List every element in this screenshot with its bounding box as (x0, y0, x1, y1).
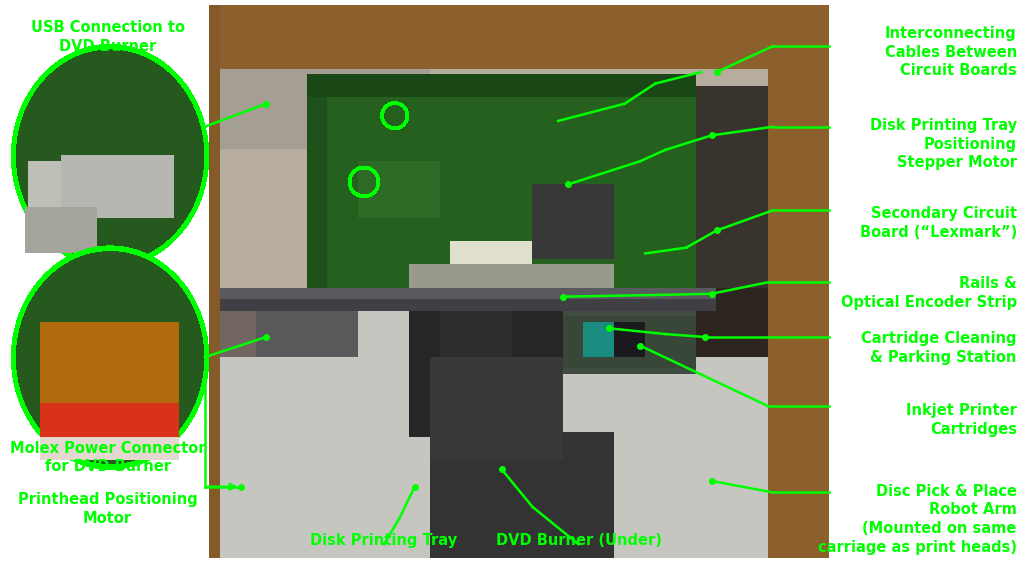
Text: USB Connection to
DVD Burner: USB Connection to DVD Burner (31, 20, 184, 54)
Text: Disk Printing Tray
Positioning
Stepper Motor: Disk Printing Tray Positioning Stepper M… (869, 118, 1017, 170)
Text: Disc Pick & Place
Robot Arm
(Mounted on same
carriage as print heads): Disc Pick & Place Robot Arm (Mounted on … (818, 484, 1017, 555)
Text: Cartridge Cleaning
& Parking Station: Cartridge Cleaning & Parking Station (861, 331, 1017, 365)
Text: Disk Printing Tray: Disk Printing Tray (310, 533, 458, 548)
Text: Rails &
Optical Encoder Strip: Rails & Optical Encoder Strip (841, 276, 1017, 310)
Text: Molex Power Connector
for DVD Burner: Molex Power Connector for DVD Burner (10, 441, 205, 474)
Text: Interconnecting
Cables Between
Circuit Boards: Interconnecting Cables Between Circuit B… (885, 26, 1017, 78)
Text: Inkjet Printer
Cartridges: Inkjet Printer Cartridges (906, 403, 1017, 437)
Text: DVD Burner (Under): DVD Burner (Under) (496, 533, 662, 548)
Text: Secondary Circuit
Board (“Lexmark”): Secondary Circuit Board (“Lexmark”) (859, 206, 1017, 240)
Text: Printhead Positioning
Motor: Printhead Positioning Motor (17, 492, 198, 526)
